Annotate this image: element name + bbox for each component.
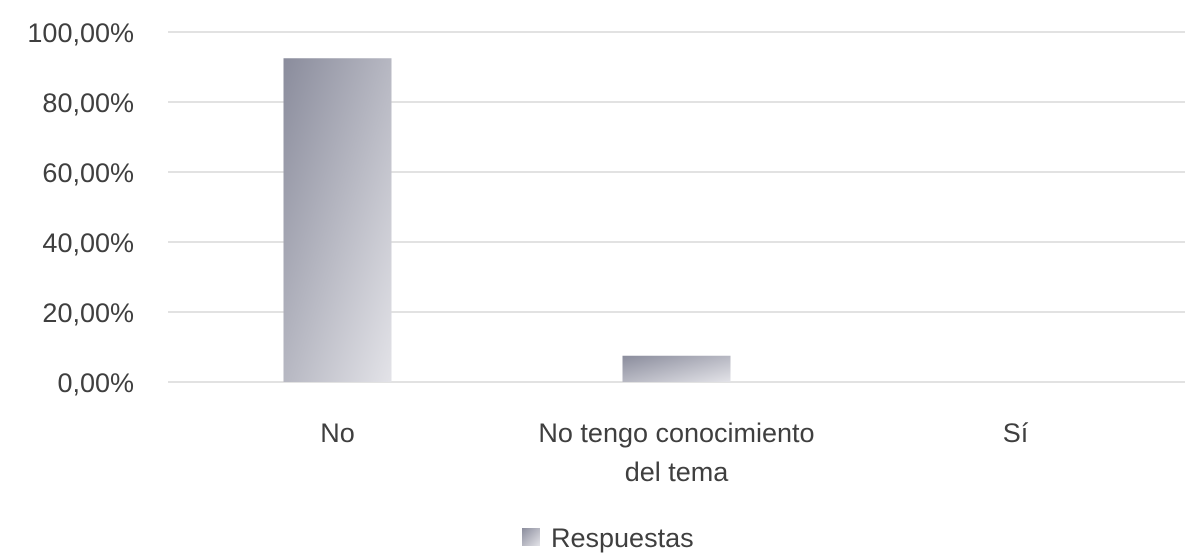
legend-swatch (522, 528, 540, 546)
y-tick-label: 80,00% (42, 88, 134, 118)
y-axis-tick-labels: 0,00% 20,00% 40,00% 60,00% 80,00% 100,00% (27, 18, 134, 398)
y-tick-label: 20,00% (42, 298, 134, 328)
x-category-label-line: No (320, 418, 355, 448)
bars (283, 58, 731, 382)
y-tick-label: 60,00% (42, 158, 134, 188)
x-category-label: No (320, 418, 355, 448)
x-category-label: No tengo conocimiento del tema (538, 418, 814, 487)
legend-label: Respuestas (551, 523, 694, 553)
bar (622, 355, 731, 382)
x-category-label: Sí (1003, 418, 1029, 448)
x-category-label-line: No tengo conocimiento (538, 418, 814, 448)
y-tick-label: 100,00% (27, 18, 134, 48)
bar (283, 58, 392, 382)
x-category-label-line: Sí (1003, 418, 1029, 448)
y-tick-label: 0,00% (57, 368, 134, 398)
legend: Respuestas (522, 523, 694, 553)
y-tick-label: 40,00% (42, 228, 134, 258)
x-category-label-line: del tema (625, 457, 730, 487)
x-axis-category-labels: No No tengo conocimiento del tema Sí (320, 418, 1029, 487)
